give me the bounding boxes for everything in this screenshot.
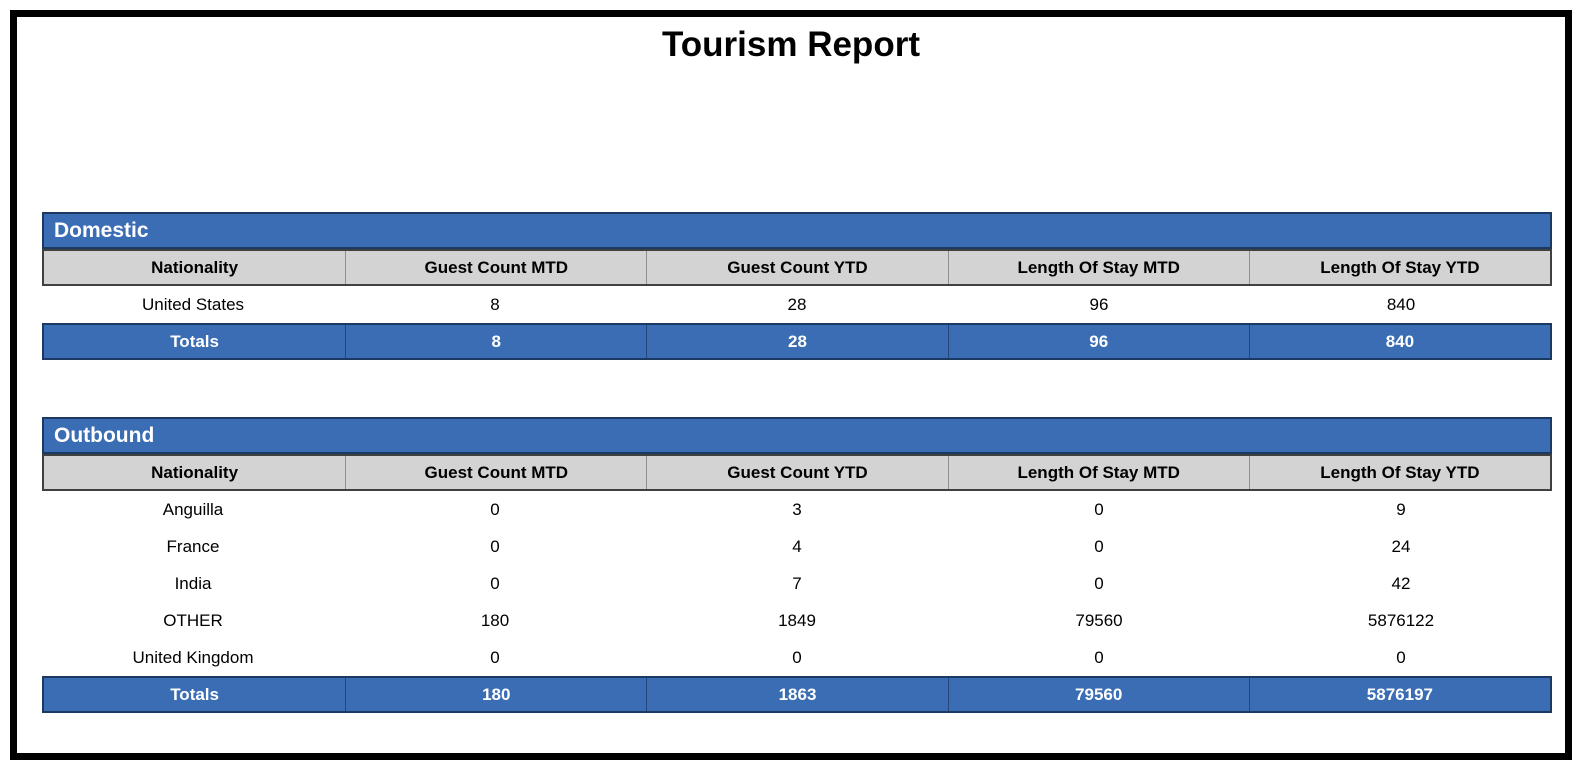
table-row: United States 8 28 96 840 <box>42 286 1552 323</box>
value-cell: 0 <box>490 573 500 593</box>
value-cell: 4 <box>792 536 802 556</box>
nationality-cell: Anguilla <box>162 499 224 519</box>
nationality-cell: United States <box>141 294 245 314</box>
column-header-0: Nationality <box>151 257 239 277</box>
nationality-cell: India <box>174 573 212 593</box>
value-cell: 0 <box>1094 499 1104 519</box>
section-title-bar: Domestic <box>42 212 1552 249</box>
value-cell: 96 <box>1089 294 1109 314</box>
column-header-1: Guest Count MTD <box>345 456 646 489</box>
section-title-bar: Outbound <box>42 417 1552 454</box>
totals-row: Totals 180 1863 79560 5876197 <box>42 676 1552 713</box>
value-cell: 0 <box>490 647 500 667</box>
value-cell: 5876122 <box>1367 610 1435 630</box>
value-cell: 0 <box>490 499 500 519</box>
column-header-3: Length Of Stay MTD <box>947 456 1249 489</box>
table-row: France 0 4 0 24 <box>42 528 1552 565</box>
value-cell: 840 <box>1386 294 1416 314</box>
value-cell: 79560 <box>1075 610 1123 630</box>
table-row: United Kingdom 0 0 0 0 <box>42 639 1552 676</box>
column-header-row: Nationality Guest Count MTD Guest Count YT… <box>42 249 1552 286</box>
totals-value: 5876197 <box>1248 678 1550 711</box>
value-cell: 1849 <box>778 610 816 630</box>
totals-label: Totals <box>170 331 219 351</box>
totals-label: Totals <box>170 684 219 704</box>
value-cell: 7 <box>792 573 802 593</box>
report-page-frame: Tourism Report Domestic Nationality Guest … <box>10 10 1572 760</box>
totals-value: 79560 <box>947 678 1249 711</box>
column-header-1: Guest Count MTD <box>345 251 646 284</box>
value-cell: 0 <box>1396 647 1406 667</box>
value-cell: 0 <box>1094 647 1104 667</box>
totals-row: Totals 8 28 96 840 <box>42 323 1552 360</box>
section-title-label: Outbound <box>54 423 155 447</box>
value-cell: 24 <box>1391 536 1411 556</box>
value-cell: 0 <box>792 647 802 667</box>
section-title-label: Domestic <box>54 218 149 242</box>
value-cell: 8 <box>490 294 500 314</box>
value-cell: 42 <box>1391 573 1411 593</box>
column-header-4: Length Of Stay YTD <box>1248 251 1550 284</box>
column-header-2: Guest Count YTD <box>646 251 947 284</box>
column-header-0: Nationality <box>151 462 239 482</box>
section-outbound: Outbound Nationality Guest Count MTD Guest … <box>42 417 1552 713</box>
totals-value: 8 <box>345 325 646 358</box>
totals-value: 96 <box>947 325 1249 358</box>
totals-value: 180 <box>345 678 646 711</box>
nationality-cell: France <box>166 536 220 556</box>
column-header-row: Nationality Guest Count MTD Guest Count YT… <box>42 454 1552 491</box>
report-title: Tourism Report <box>662 25 920 64</box>
value-cell: 9 <box>1396 499 1406 519</box>
value-cell: 0 <box>1094 573 1104 593</box>
value-cell: 3 <box>792 499 802 519</box>
value-cell: 0 <box>1094 536 1104 556</box>
value-cell: 180 <box>480 610 510 630</box>
totals-value: 1863 <box>646 678 947 711</box>
table-row: India 0 7 0 42 <box>42 565 1552 602</box>
column-header-4: Length Of Stay YTD <box>1248 456 1550 489</box>
value-cell: 0 <box>490 536 500 556</box>
section-domestic: Domestic Nationality Guest Count MTD Guest … <box>42 212 1552 360</box>
table-row: Anguilla 0 3 0 9 <box>42 491 1552 528</box>
value-cell: 28 <box>787 294 807 314</box>
column-header-2: Guest Count YTD <box>646 456 947 489</box>
totals-value: 28 <box>646 325 947 358</box>
nationality-cell: United Kingdom <box>132 647 254 667</box>
totals-value: 840 <box>1248 325 1550 358</box>
nationality-cell: OTHER <box>163 610 223 630</box>
report-sections: Domestic Nationality Guest Count MTD Guest … <box>42 212 1552 713</box>
column-header-3: Length Of Stay MTD <box>947 251 1249 284</box>
table-row: OTHER 180 1849 79560 5876122 <box>42 602 1552 639</box>
